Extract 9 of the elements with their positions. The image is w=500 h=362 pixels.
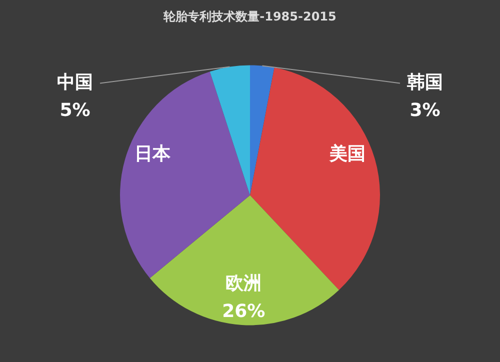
slice-label: 美国: [328, 144, 366, 165]
slice-label: 韩国: [406, 72, 443, 93]
slice-label: 日本: [134, 144, 172, 165]
data-label: 3%: [410, 100, 440, 121]
data-label: 5%: [60, 100, 90, 121]
data-label: 26%: [222, 301, 266, 322]
chart-title: 轮胎专利技术数量-1985-2015: [162, 9, 336, 24]
slice-label: 欧洲: [226, 273, 262, 294]
slice-label: 中国: [57, 72, 93, 93]
